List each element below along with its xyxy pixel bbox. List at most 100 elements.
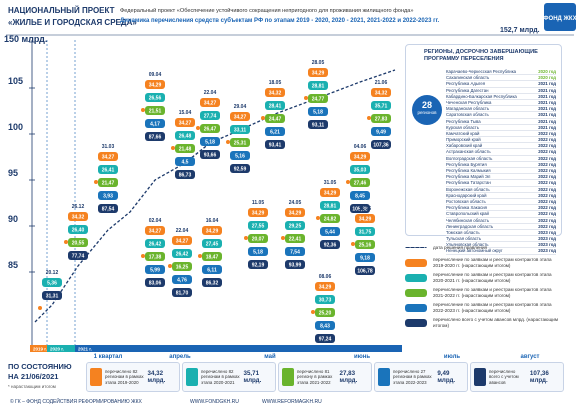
stage-pill (285, 221, 305, 230)
stage-pill (320, 240, 340, 249)
region-year: 2021 год (538, 81, 556, 87)
stage-value: 5,99 (150, 267, 160, 273)
status-note: * нарастающим итогом (8, 384, 56, 389)
region-row: Республика Хакасия 2022 год (446, 205, 556, 212)
region-year: 2022 год (538, 217, 556, 223)
region-row: Камчатский край 2022 год (446, 131, 556, 138)
region-row: Ставропольский край 2022 год (446, 211, 556, 218)
stage-pill (350, 178, 370, 187)
region-row: Краснодарский край 2022 год (446, 193, 556, 199)
stage-pill (172, 249, 192, 258)
legend-text: перечисление по заявкам и реестрам контр… (433, 287, 552, 298)
stage-value: 22,41 (289, 236, 302, 242)
stage-pill (350, 165, 370, 174)
summary-value: 107,36 млрд. (529, 370, 549, 384)
summary-box: перечислено 81 региону в рамках этапа 20… (278, 362, 372, 392)
stage-value: 28,81 (312, 83, 325, 89)
region-year: 2021 год (538, 118, 556, 124)
region-year: 2022 год (538, 223, 556, 229)
trend-dot (304, 96, 308, 100)
stage-pill (145, 278, 165, 287)
region-year: 2021 год (538, 112, 556, 118)
stage-value: 4,17 (150, 121, 160, 127)
region-name: Томская область (446, 229, 480, 235)
regions-count-label: регионов (417, 110, 437, 115)
stage-value: 33,11 (234, 127, 246, 133)
region-year: 2022 год (538, 211, 556, 217)
stage-value: 26,47 (204, 126, 217, 132)
region-name: Кабардино-Балкарская Республика (446, 93, 517, 99)
status-line1: ПО СОСТОЯНИЮ (8, 362, 72, 371)
region-row: Челябинская область 2022 год (446, 218, 556, 224)
stage-value: 105,38 (352, 206, 368, 212)
region-row: Республика Бурятия 2022 год (446, 162, 556, 168)
stage-pill (98, 178, 118, 187)
stage-value: 34,27 (176, 238, 189, 244)
stage-pill (68, 251, 88, 260)
stage-pill (98, 191, 118, 200)
region-row: Ленинградская область 2022 год (446, 224, 556, 230)
summary-icon (282, 368, 294, 386)
stage-value: 34,27 (179, 120, 192, 126)
stage-pill (285, 208, 305, 217)
stage-value: 26,41 (102, 167, 115, 173)
regions-list: Карачаево-Черкесская Республика 2020 год С… (446, 69, 556, 255)
column-date: 22.04 (176, 228, 189, 234)
stage-pill (145, 93, 165, 102)
region-name: Астраханская область (446, 149, 491, 155)
legend-swatch (405, 258, 427, 267)
trend-dot (94, 180, 98, 184)
stage-pill (265, 114, 285, 123)
stage-pill (98, 152, 118, 161)
stage-pill (265, 140, 285, 149)
timeline-month: апрель (169, 354, 191, 360)
legend-text: перечисление по заявкам и реестрам контр… (433, 302, 552, 313)
stage-pill (248, 247, 268, 256)
region-row: Карачаево-Черкесская Республика 2020 год (446, 69, 556, 76)
column-date: 20.12 (46, 270, 59, 276)
stage-value: 20,07 (252, 236, 265, 242)
timeline-year: 2021 г. (78, 347, 92, 352)
status-line2: НА 21/06/2021 (8, 372, 59, 381)
stage-pill (42, 291, 62, 300)
summary-text: перечислено 81 региону в рамках этапа 20… (297, 369, 333, 385)
region-name: Республика Тыва (446, 118, 481, 124)
stage-value: 34,29 (354, 154, 367, 160)
summary-icon (378, 368, 390, 386)
stage-value: 26,48 (179, 133, 192, 139)
region-name: Тульская область (446, 236, 482, 242)
column-date: 11.05 (252, 200, 264, 206)
summary-value: 27,83 млрд. (339, 370, 358, 384)
trend-dot (367, 116, 371, 120)
stage-pill (145, 265, 165, 274)
stage-value: 21,47 (102, 180, 115, 186)
region-year: 2021 год (538, 124, 556, 130)
legend-swatch (405, 273, 427, 282)
stage-value: 9,49 (376, 129, 386, 135)
region-row: Саратовская область 2021 год (446, 112, 556, 119)
region-year: 2023 год (538, 236, 556, 242)
stage-value: 21,51 (149, 108, 162, 114)
stage-pill (145, 119, 165, 128)
column-date: 02.04 (149, 218, 162, 224)
stage-pill (175, 157, 195, 166)
stage-value: 31,31 (46, 293, 59, 299)
stage-value: 26,42 (149, 241, 162, 247)
stage-pill (315, 308, 335, 317)
stage-value: 86,32 (206, 280, 219, 286)
stage-pill (202, 226, 222, 235)
stage-pill (230, 164, 250, 173)
stage-pill (145, 226, 165, 235)
stage-pill (200, 150, 220, 159)
timeline-month: июнь (354, 354, 370, 360)
trend-dot (226, 140, 230, 144)
stage-pill (172, 236, 192, 245)
region-year: 2022 год (538, 174, 556, 180)
regions-count: 28 (421, 100, 432, 110)
region-row: Хабаровский край 2022 год (446, 143, 556, 150)
stage-pill (42, 278, 62, 287)
summary-box: перечислено 82 регионам в рамках этапа 2… (182, 362, 276, 392)
column-date: 11.06 (359, 206, 371, 212)
project-name: «ЖИЛЬЕ И ГОРОДСКАЯ СРЕДА» (8, 18, 137, 27)
region-name: Ставропольский край (446, 211, 489, 217)
